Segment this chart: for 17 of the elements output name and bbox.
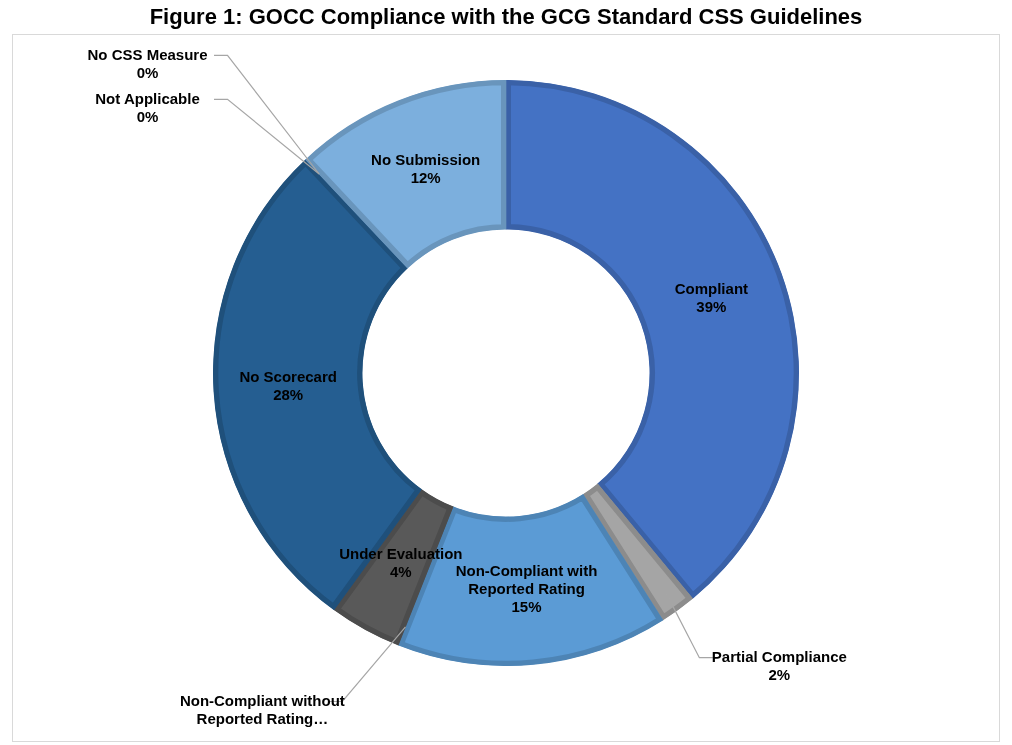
- chart-title: Figure 1: GOCC Compliance with the GCG Standard CSS Guidelines: [148, 4, 864, 31]
- data-label: 12%: [410, 169, 441, 187]
- data-label: 15%: [511, 598, 542, 616]
- slice-label: Compliant: [674, 280, 749, 298]
- category-label: No CSS Measure: [87, 45, 208, 63]
- data-label: 2%: [768, 665, 791, 683]
- text: 0%: [136, 107, 159, 125]
- data-label: 4%: [390, 563, 412, 581]
- data-label: 39%: [696, 298, 727, 316]
- category-label: Non-Compliant without Reported Rating…: [179, 691, 345, 727]
- slice-label: No Scorecard: [239, 367, 337, 385]
- slice-label: Partial Compliance: [711, 647, 847, 665]
- category-label: Not Applicable: [95, 89, 200, 107]
- slice-label: Non-Compliant with Reported Rating: [455, 562, 598, 598]
- data-label: 28%: [273, 385, 304, 403]
- text: 0%: [136, 63, 159, 81]
- slice-label: No Submission: [371, 151, 481, 169]
